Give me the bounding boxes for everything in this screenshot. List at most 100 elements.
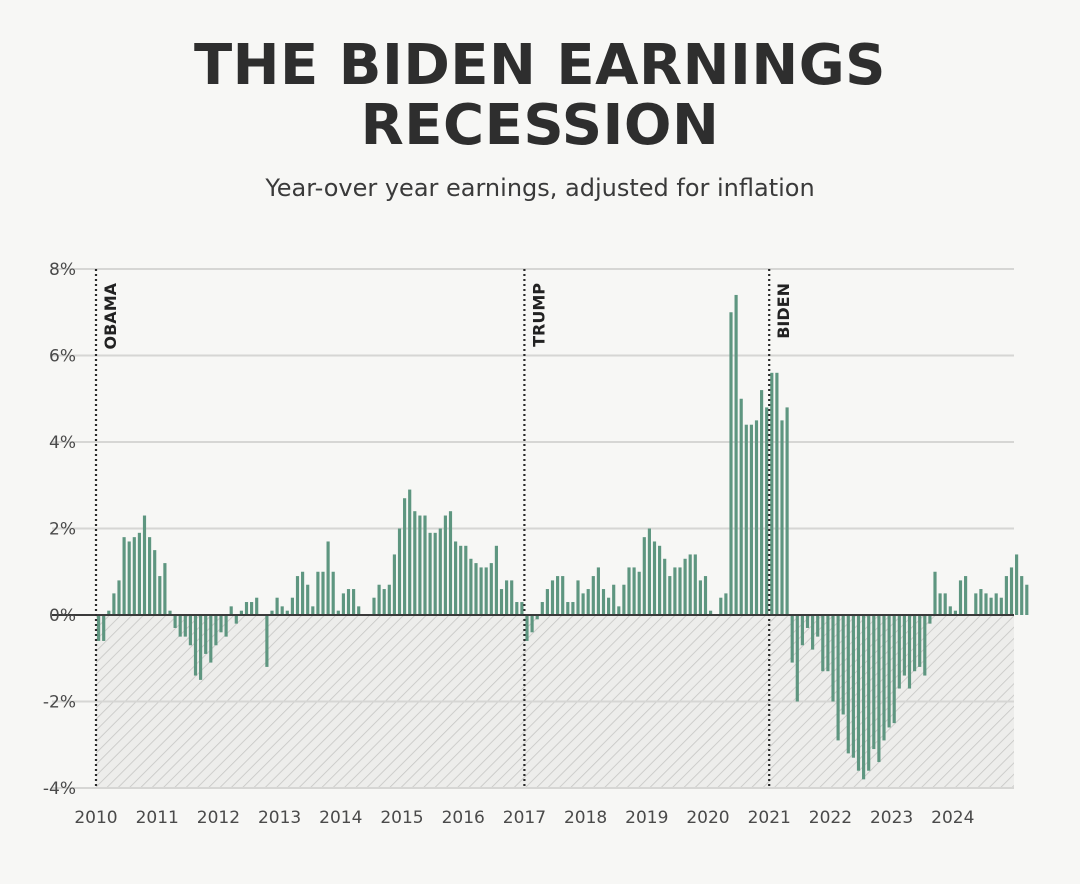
bar bbox=[556, 576, 560, 615]
bar bbox=[408, 489, 412, 615]
bar bbox=[270, 610, 274, 615]
bar bbox=[795, 615, 799, 702]
bar bbox=[1015, 554, 1019, 615]
bar bbox=[285, 610, 289, 615]
bar bbox=[209, 615, 213, 663]
bar bbox=[214, 615, 218, 646]
bar bbox=[719, 597, 723, 615]
bar bbox=[148, 537, 152, 615]
bar bbox=[275, 597, 279, 615]
x-tick-label: 2020 bbox=[686, 808, 729, 828]
bar bbox=[438, 528, 442, 615]
bar bbox=[673, 567, 677, 615]
bar bbox=[821, 615, 825, 672]
bar bbox=[892, 615, 896, 724]
bar bbox=[693, 554, 697, 615]
bar bbox=[918, 615, 922, 667]
bar bbox=[805, 615, 810, 628]
bar bbox=[663, 558, 667, 615]
bar bbox=[352, 589, 356, 615]
bar bbox=[729, 312, 733, 615]
bar bbox=[112, 593, 116, 615]
bar bbox=[739, 398, 743, 615]
bar bbox=[372, 597, 376, 615]
bar bbox=[117, 580, 121, 615]
x-tick-label: 2017 bbox=[503, 808, 546, 828]
bar bbox=[295, 576, 300, 615]
bar bbox=[612, 584, 616, 615]
bar bbox=[785, 407, 789, 615]
bar bbox=[173, 615, 177, 628]
era-marker-label: OBAMA bbox=[101, 282, 120, 349]
bar bbox=[454, 541, 458, 615]
bar bbox=[357, 606, 361, 615]
bar bbox=[525, 615, 529, 641]
bar bbox=[607, 597, 611, 615]
bar bbox=[188, 615, 192, 646]
bar bbox=[1009, 567, 1014, 615]
y-tick-label: 8% bbox=[49, 260, 76, 280]
bar bbox=[938, 593, 942, 615]
bar bbox=[1004, 576, 1008, 615]
bar bbox=[790, 615, 794, 663]
bar bbox=[510, 580, 514, 615]
bar bbox=[841, 615, 845, 715]
bar bbox=[800, 615, 804, 646]
bar bbox=[168, 610, 172, 615]
bar bbox=[535, 615, 539, 620]
bar bbox=[943, 593, 947, 615]
bar bbox=[709, 610, 713, 615]
bar bbox=[749, 424, 753, 615]
x-tick-label: 2022 bbox=[809, 808, 852, 828]
bar bbox=[239, 610, 243, 615]
bar bbox=[765, 407, 769, 615]
x-tick-label: 2013 bbox=[258, 808, 301, 828]
bar bbox=[724, 593, 728, 615]
bar bbox=[683, 558, 687, 615]
bar bbox=[127, 541, 131, 615]
bar bbox=[550, 580, 555, 615]
bar bbox=[336, 610, 340, 615]
x-tick-label: 2016 bbox=[442, 808, 485, 828]
bar bbox=[520, 602, 524, 615]
chart-title: THE BIDEN EARNINGS RECESSION bbox=[0, 36, 1080, 156]
bar bbox=[923, 615, 927, 676]
bar bbox=[851, 615, 855, 758]
bar bbox=[964, 576, 968, 615]
bar bbox=[647, 528, 651, 615]
bar bbox=[974, 593, 978, 615]
bar bbox=[678, 567, 682, 615]
bar bbox=[780, 420, 784, 615]
bar bbox=[999, 597, 1003, 615]
bar bbox=[178, 615, 182, 637]
y-tick-label: 2% bbox=[49, 520, 76, 540]
bar bbox=[515, 602, 519, 615]
bar bbox=[872, 615, 876, 750]
bar bbox=[688, 554, 692, 615]
bar bbox=[107, 610, 111, 615]
bar bbox=[464, 545, 468, 615]
x-tick-label: 2024 bbox=[931, 808, 974, 828]
bar bbox=[459, 545, 463, 615]
bar bbox=[474, 563, 478, 615]
bar bbox=[122, 537, 126, 615]
bar bbox=[403, 498, 407, 615]
bar bbox=[234, 615, 238, 624]
bar bbox=[479, 567, 483, 615]
bar bbox=[948, 606, 952, 615]
bar bbox=[1020, 576, 1024, 615]
bar bbox=[902, 615, 906, 676]
bar bbox=[540, 602, 544, 615]
title-line-1: THE BIDEN EARNINGS bbox=[193, 33, 887, 98]
bar bbox=[137, 532, 141, 615]
bar bbox=[265, 615, 269, 667]
bar bbox=[397, 528, 402, 615]
bar bbox=[341, 593, 345, 615]
bar bbox=[224, 615, 228, 637]
bar bbox=[770, 372, 774, 615]
bar bbox=[862, 615, 866, 780]
bar bbox=[326, 541, 330, 615]
bar bbox=[953, 610, 957, 615]
bar bbox=[887, 615, 891, 728]
